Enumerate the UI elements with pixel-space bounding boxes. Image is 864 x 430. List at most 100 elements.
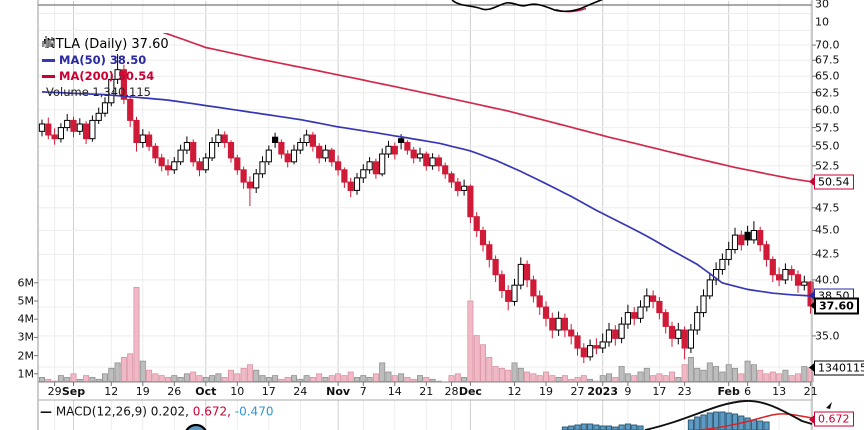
volume-bar [795,373,802,382]
candle [486,240,493,268]
macd-histogram-bar [744,417,751,430]
volume-bar [662,375,669,382]
candle-body [668,325,676,339]
candle-body [467,185,474,218]
candle [782,263,789,285]
volume-bar [64,376,71,382]
date-axis-label: Oct [195,385,217,398]
price-axis-label: 65.0 [815,69,840,83]
candle-body [83,123,90,140]
macd-histogram-bar [580,423,587,430]
candle-body [416,153,424,159]
volume-bar [360,375,367,382]
candle-body [341,169,348,183]
candle [725,241,732,266]
volume-bar [713,366,720,382]
date-axis-label: 2023 [587,385,618,398]
volume-bar [385,371,392,382]
macd-histogram-bar [750,419,757,430]
candle-body [599,341,606,349]
candle-body [505,290,512,302]
candle [328,147,335,167]
volume-bar [700,369,707,382]
volume-bar [719,371,726,382]
volume-axis-label: 3M [17,330,35,344]
candle [681,326,688,360]
candle [662,309,669,334]
macd-histogram-bar [612,426,619,430]
price-axis-label: 40.0 [815,273,840,287]
candle [379,148,386,177]
macd-value-badge: 0.672 [814,411,854,427]
candle [435,154,442,172]
volume-axis-label: 6M [17,276,35,290]
candle-body [681,329,688,349]
candle [731,227,739,254]
candle [599,333,606,353]
candle [183,136,191,154]
candle [524,260,531,288]
volume-bar [524,371,531,382]
candle [706,272,713,300]
candle-body [95,112,102,121]
axis-value-badge: 50.54 [814,174,854,190]
volume-bar [549,375,556,382]
date-axis-label: 13 [772,385,787,398]
candle-body [650,295,657,302]
candle-body [246,181,254,189]
candle [467,184,474,224]
macd-line-swatch: — [40,404,52,419]
volume-bar [757,369,764,382]
volume-bar [114,362,121,382]
candle-body [700,295,707,314]
volume-bar [366,376,373,382]
candle-body [152,145,159,159]
candle-body [498,274,505,292]
candle-body [448,173,455,183]
candle-body [322,149,329,159]
candle [738,230,745,251]
chart-legend: NTLA (Daily) 37.60 MA(50) 38.50 MA(200) … [42,36,169,100]
candle [284,150,291,168]
candle [347,177,354,198]
date-axis-label: 26 [167,385,182,398]
candle-body [731,234,739,251]
candle [580,343,587,364]
volume-bar [278,378,285,382]
date-axis-label: 23 [677,385,692,398]
candle-body [776,274,783,281]
candle [587,339,594,361]
candle-body [379,153,386,175]
volume-bar [45,378,52,382]
macd-histogram-bar [706,412,713,430]
candle [234,154,241,175]
volume-bar [580,375,587,382]
candle-body [89,119,96,140]
volume-bar [669,371,676,382]
candle-body [272,136,279,143]
volume-bar [631,375,638,382]
candle-body [794,274,802,286]
price-axis-label: 62.5 [815,86,840,100]
ma50-line [41,91,811,297]
date-axis-label: Dec [458,385,482,398]
candle [335,155,342,176]
candle [95,107,102,124]
candle [202,153,209,173]
candle-body [454,181,461,192]
candle-body [763,244,770,260]
candle-body [316,145,323,159]
volume-bar [133,286,140,382]
candle [83,121,90,144]
candle [227,140,235,163]
candle [290,144,298,165]
candle-body [524,263,531,281]
candle [133,116,140,152]
candle [517,257,524,290]
volume-axis-label: 1M [17,367,35,381]
candle-body [656,300,663,314]
price-axis-label: 60.0 [815,103,840,117]
candle-body [725,249,732,260]
candle [416,147,424,162]
candle [76,118,83,135]
